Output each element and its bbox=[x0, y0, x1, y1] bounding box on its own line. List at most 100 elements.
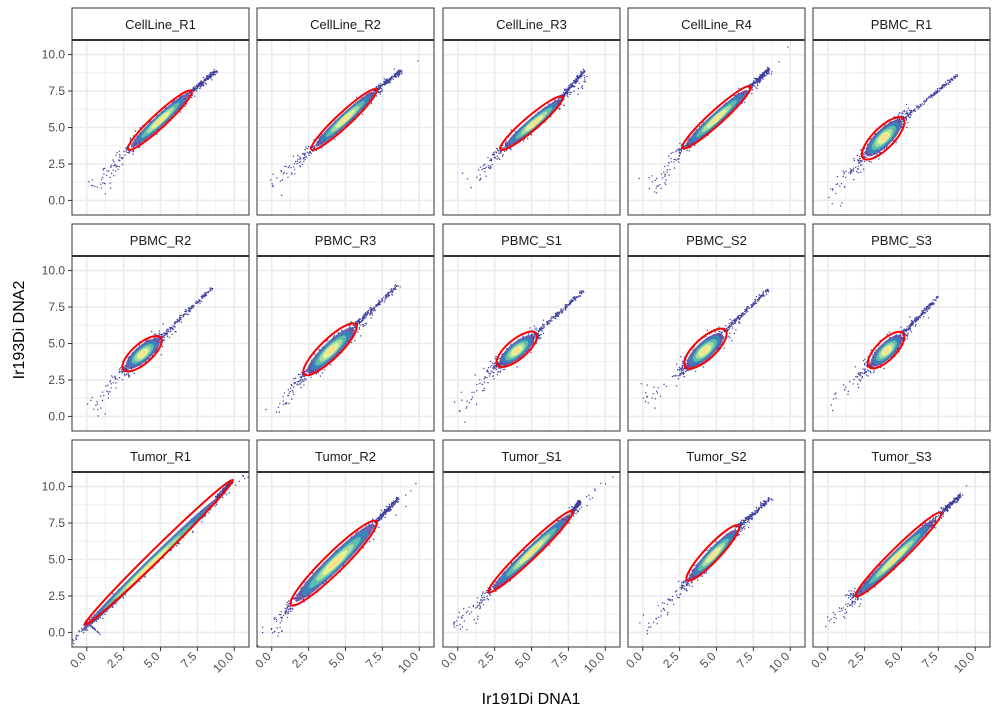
data-point bbox=[162, 323, 164, 325]
data-point bbox=[664, 165, 666, 168]
data-point bbox=[849, 168, 851, 170]
data-point bbox=[755, 81, 757, 84]
data-point bbox=[120, 367, 122, 369]
data-point bbox=[505, 140, 507, 142]
data-point bbox=[655, 187, 657, 189]
data-point bbox=[493, 151, 495, 154]
data-point bbox=[567, 89, 569, 91]
data-point bbox=[567, 96, 569, 98]
data-point bbox=[106, 170, 108, 172]
data-point bbox=[397, 70, 400, 73]
data-point bbox=[387, 81, 389, 84]
data-point bbox=[97, 415, 99, 417]
data-point bbox=[166, 332, 169, 335]
data-point bbox=[207, 77, 210, 80]
data-point bbox=[372, 308, 374, 310]
data-point bbox=[569, 92, 571, 94]
data-point bbox=[482, 165, 484, 167]
data-point bbox=[201, 300, 203, 303]
data-point bbox=[128, 376, 130, 378]
data-point bbox=[655, 177, 658, 180]
facet-panel-PBMC_R2: PBMC_R2 bbox=[71, 223, 250, 432]
data-point bbox=[202, 294, 204, 296]
data-point bbox=[494, 156, 496, 158]
data-point bbox=[504, 150, 506, 153]
data-point bbox=[759, 73, 761, 76]
data-point bbox=[189, 91, 192, 93]
data-point bbox=[389, 78, 392, 81]
data-point bbox=[271, 184, 274, 187]
data-point bbox=[476, 176, 478, 178]
data-point bbox=[477, 169, 480, 171]
data-point bbox=[280, 169, 282, 172]
data-point bbox=[944, 81, 947, 83]
data-point bbox=[159, 334, 161, 336]
data-point bbox=[358, 318, 361, 320]
data-point bbox=[655, 192, 658, 194]
data-point bbox=[394, 285, 396, 287]
data-point bbox=[665, 179, 667, 181]
data-point bbox=[941, 85, 943, 88]
data-point bbox=[577, 87, 580, 90]
facet-label: CellLine_R1 bbox=[125, 17, 196, 32]
data-point bbox=[288, 392, 290, 394]
data-point bbox=[289, 390, 291, 393]
data-point bbox=[931, 96, 933, 99]
data-point bbox=[283, 392, 286, 394]
data-point bbox=[688, 150, 691, 152]
data-point bbox=[943, 86, 945, 88]
data-point bbox=[768, 71, 770, 73]
data-point bbox=[180, 321, 182, 323]
data-point bbox=[111, 164, 113, 166]
data-point bbox=[121, 371, 123, 374]
data-point bbox=[189, 307, 191, 310]
data-point bbox=[831, 188, 834, 190]
data-point bbox=[670, 157, 672, 160]
data-point bbox=[522, 140, 525, 142]
data-point bbox=[118, 150, 121, 152]
data-point bbox=[202, 84, 204, 87]
data-point bbox=[582, 68, 584, 71]
data-point bbox=[855, 166, 857, 169]
data-point bbox=[384, 299, 386, 301]
data-point bbox=[367, 312, 369, 314]
data-point bbox=[109, 381, 111, 383]
data-point bbox=[194, 86, 196, 88]
panel-content bbox=[828, 74, 959, 207]
data-point bbox=[479, 174, 481, 176]
data-point bbox=[378, 87, 381, 89]
data-point bbox=[758, 82, 761, 84]
data-point bbox=[118, 159, 120, 161]
data-point bbox=[489, 167, 492, 169]
data-point bbox=[100, 187, 103, 189]
data-point bbox=[123, 150, 125, 153]
data-point bbox=[305, 157, 307, 159]
data-point bbox=[485, 166, 487, 168]
data-point bbox=[399, 286, 401, 288]
data-point bbox=[94, 185, 96, 188]
data-point bbox=[116, 152, 118, 154]
data-point bbox=[579, 75, 581, 77]
data-point bbox=[385, 79, 387, 82]
data-point bbox=[350, 341, 353, 344]
data-point bbox=[672, 151, 674, 154]
data-point bbox=[673, 161, 675, 163]
data-point bbox=[573, 80, 576, 82]
data-point bbox=[563, 104, 565, 107]
data-point bbox=[852, 170, 855, 172]
data-point bbox=[301, 371, 303, 374]
data-point bbox=[495, 151, 497, 153]
data-point bbox=[285, 165, 287, 168]
data-point bbox=[271, 183, 273, 185]
data-point bbox=[191, 308, 193, 310]
data-point bbox=[761, 76, 763, 78]
data-point bbox=[124, 154, 126, 156]
density-contour bbox=[710, 113, 723, 125]
data-point bbox=[133, 372, 136, 375]
data-point bbox=[379, 83, 382, 85]
data-point bbox=[96, 186, 99, 188]
data-point bbox=[653, 191, 656, 193]
data-point bbox=[753, 77, 756, 80]
data-point bbox=[938, 90, 941, 92]
